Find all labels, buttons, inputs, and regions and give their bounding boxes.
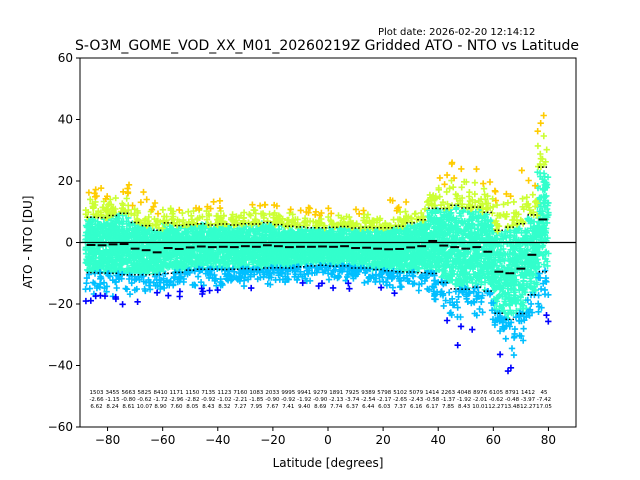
data-point: [491, 248, 498, 256]
chart-title: S-O3M_GOME_VOD_XX_M01_20260219Z Gridded …: [75, 38, 579, 54]
data-point: [506, 250, 513, 258]
data-point: [537, 203, 545, 210]
data-point: [444, 258, 451, 265]
data-point: [458, 234, 466, 241]
data-point: [82, 250, 90, 257]
data-point: [490, 287, 498, 294]
data-point: [545, 209, 552, 216]
data-point: [524, 260, 531, 268]
data-point: [516, 287, 523, 294]
data-point: [543, 192, 550, 200]
scatter-layer: [82, 112, 552, 375]
plot-date: Plot date: 2026-02-20 12:14:12: [378, 27, 535, 38]
data-point: [479, 234, 486, 242]
data-point: [387, 240, 394, 247]
data-point: [443, 235, 451, 242]
data-point: [513, 278, 520, 285]
data-point: [539, 208, 546, 215]
data-point: [492, 285, 499, 293]
